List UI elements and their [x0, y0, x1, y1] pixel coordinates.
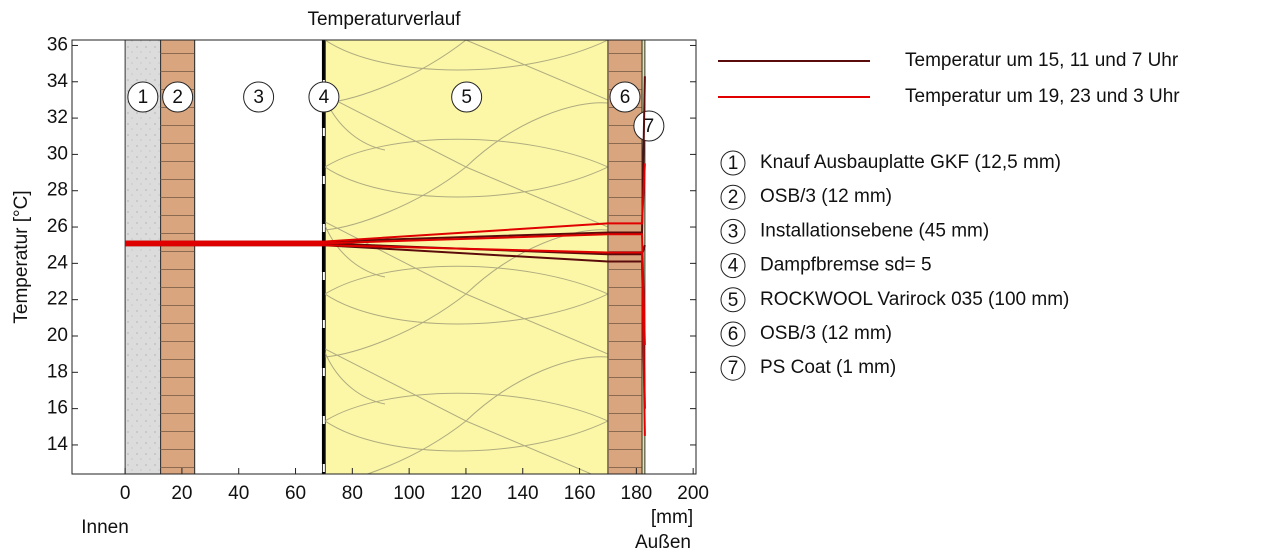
layer-number: 4 — [319, 87, 330, 108]
legend-layer-marker — [720, 355, 746, 381]
x-tick-label: 20 — [171, 483, 192, 504]
legend-layer-number: 4 — [728, 256, 739, 277]
legend-layer-name: Knauf Ausbauplatte GKF (12,5 mm) — [760, 152, 1061, 173]
x-tick-label: 200 — [677, 483, 709, 504]
legend-layer-number: 3 — [728, 221, 739, 242]
legend-label: Temperatur um 15, 11 und 7 Uhr — [905, 50, 1179, 71]
legend-layer-number: 2 — [728, 187, 739, 208]
y-tick-label: 16 — [47, 398, 68, 419]
x-tick-label: 140 — [507, 483, 539, 504]
layer-marker — [308, 81, 340, 113]
legend-layer-number: 7 — [728, 358, 739, 379]
chart-title: Temperaturverlauf — [307, 9, 461, 30]
y-tick-label: 34 — [47, 71, 69, 92]
legend-layer-marker — [720, 150, 746, 176]
y-tick-label: 22 — [47, 289, 68, 310]
x-tick-label: 80 — [342, 483, 363, 504]
x-tick-label: 120 — [450, 483, 482, 504]
x-tick-label: 100 — [393, 483, 425, 504]
inside-label: Innen — [81, 517, 129, 538]
layer-number: 3 — [253, 87, 264, 108]
x-unit: [mm] — [651, 507, 693, 528]
legend-layer-name: PS Coat (1 mm) — [760, 357, 896, 378]
layer-number: 7 — [644, 116, 655, 137]
legend-label: Temperatur um 19, 23 und 3 Uhr — [905, 86, 1180, 107]
x-tick-label: 60 — [285, 483, 306, 504]
legend-layer-marker — [720, 184, 746, 210]
legend-layer-marker — [720, 253, 746, 279]
x-tick-label: 180 — [621, 483, 653, 504]
temperature-line — [125, 163, 646, 243]
legend-layer-number: 5 — [728, 290, 739, 311]
layer-marker — [243, 81, 275, 113]
y-tick-label: 28 — [47, 180, 68, 201]
legend-layer-name: Dampfbremse sd= 5 — [760, 255, 932, 276]
plot-frame — [71, 39, 697, 475]
legend-layer-name: OSB/3 (12 mm) — [760, 323, 892, 344]
outside-label: Außen — [635, 532, 691, 553]
x-tick-label: 0 — [120, 483, 131, 504]
layer-marker — [451, 81, 483, 113]
layer-number: 5 — [461, 87, 472, 108]
layer-marker — [162, 81, 194, 113]
y-tick-label: 14 — [47, 434, 69, 455]
legend-layer-name: OSB/3 (12 mm) — [760, 186, 892, 207]
legend-layer-number: 6 — [728, 324, 739, 345]
legend-layer-marker — [720, 218, 746, 244]
y-tick-label: 26 — [47, 216, 68, 237]
y-tick-label: 24 — [47, 252, 69, 273]
legend-layer-name: Installationsebene (45 mm) — [760, 220, 989, 241]
layer-number: 2 — [172, 87, 183, 108]
layer-marker — [633, 110, 665, 142]
y-tick-label: 30 — [47, 143, 68, 164]
temperature-line — [125, 244, 646, 436]
x-tick-label: 40 — [228, 483, 249, 504]
legend-layer-number: 1 — [728, 153, 739, 174]
legend-layer-marker — [720, 287, 746, 313]
layer-marker — [127, 81, 159, 113]
legend-layer-marker — [720, 321, 746, 347]
layer-number: 1 — [138, 87, 149, 108]
y-tick-label: 32 — [47, 107, 68, 128]
legend-layer-name: ROCKWOOL Varirock 035 (100 mm) — [760, 289, 1069, 310]
y-tick-label: 18 — [47, 361, 68, 382]
y-tick-label: 20 — [47, 325, 68, 346]
x-tick-label: 160 — [564, 483, 596, 504]
layer-marker — [609, 81, 641, 113]
y-axis-label: Temperatur [°C] — [11, 190, 32, 323]
y-tick-label: 36 — [47, 34, 68, 55]
layer-number: 6 — [620, 87, 631, 108]
